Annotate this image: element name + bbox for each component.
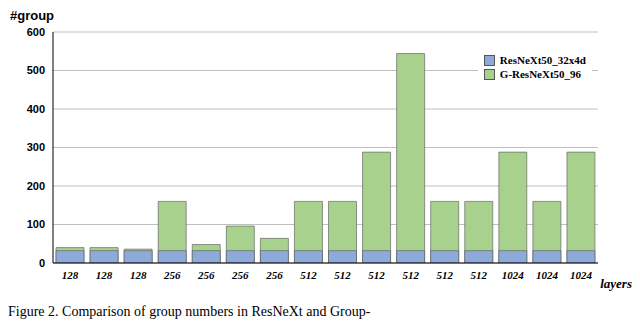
svg-text:256: 256 — [265, 269, 283, 281]
svg-text:1024: 1024 — [536, 269, 559, 281]
svg-text:1024: 1024 — [570, 269, 593, 281]
svg-text:100: 100 — [27, 218, 45, 230]
svg-text:300: 300 — [27, 141, 45, 153]
html-text:G-ResNeXt50_96: G-ResNeXt50_96 — [499, 68, 582, 80]
html-text:ResNeXt50_32x4d: ResNeXt50_32x4d — [499, 54, 586, 66]
svg-text:512: 512 — [402, 269, 419, 281]
svg-text:512: 512 — [436, 269, 453, 281]
svg-text:256: 256 — [231, 269, 249, 281]
svg-text:256: 256 — [197, 269, 215, 281]
svg-text:512: 512 — [300, 269, 317, 281]
svg-text:1024: 1024 — [502, 269, 525, 281]
svg-text:512: 512 — [334, 269, 351, 281]
svg-text:600: 600 — [27, 26, 45, 38]
svg-text:128: 128 — [96, 269, 113, 281]
svg-text:400: 400 — [27, 103, 45, 115]
svg-text:128: 128 — [130, 269, 147, 281]
svg-text:512: 512 — [368, 269, 385, 281]
svg-text:500: 500 — [27, 64, 45, 76]
html-text:layers: layers — [600, 276, 632, 291]
svg-text:0: 0 — [39, 257, 45, 269]
svg-text:128: 128 — [62, 269, 79, 281]
html-text:Figure 2. Comparison of group: Figure 2. Comparison of group numbers in… — [8, 304, 371, 319]
html-text:#group: #group — [10, 8, 55, 23]
svg-text:200: 200 — [27, 180, 45, 192]
svg-text:512: 512 — [471, 269, 488, 281]
svg-text:256: 256 — [163, 269, 181, 281]
